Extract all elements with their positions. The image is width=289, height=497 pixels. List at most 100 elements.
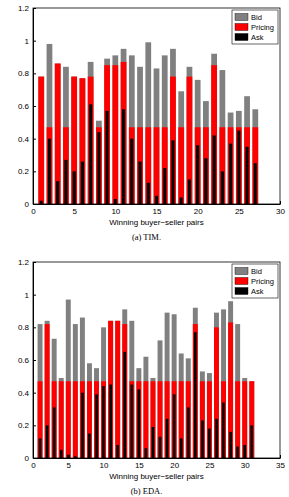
bar <box>38 381 43 458</box>
bar <box>172 314 177 458</box>
y-tick: 1.2 <box>18 258 36 267</box>
bar <box>163 168 166 204</box>
y-tick-mark <box>33 139 36 140</box>
legend-swatch <box>235 288 248 295</box>
bar <box>195 127 201 204</box>
bar <box>151 381 156 458</box>
bar <box>219 70 225 204</box>
bar <box>115 321 120 458</box>
bar <box>73 171 76 204</box>
bar <box>104 65 110 204</box>
legend: BidPricingAsk <box>232 10 278 44</box>
bar <box>108 321 113 458</box>
bar <box>187 67 193 204</box>
bar <box>180 197 183 204</box>
bar <box>162 127 168 204</box>
bar <box>143 381 148 458</box>
bar <box>112 55 118 204</box>
x-tick-label: 25 <box>205 461 214 470</box>
x-tick-label: 20 <box>194 207 203 216</box>
figure: 05101520253000.20.40.60.811.2Winning buy… <box>0 0 289 497</box>
y-tick-label: 1.2 <box>18 258 30 267</box>
bar <box>243 445 246 458</box>
bar <box>228 113 234 204</box>
bar <box>121 62 127 204</box>
x-axis-line <box>34 204 281 205</box>
bar <box>151 378 156 458</box>
bar <box>81 393 84 458</box>
x-tick-label: 20 <box>170 461 179 470</box>
bar <box>45 321 50 458</box>
y-tick-label: 0.4 <box>18 389 30 398</box>
bar <box>71 77 77 204</box>
x-tick-mark <box>239 201 240 204</box>
legend-box <box>232 264 278 298</box>
bar <box>179 381 184 458</box>
legend-swatch <box>235 278 248 285</box>
bar <box>96 121 102 204</box>
bar <box>246 147 249 204</box>
bar <box>235 324 240 458</box>
y-tick-mark <box>33 262 36 263</box>
bar <box>229 144 232 204</box>
x-tick: 20 <box>170 455 179 470</box>
bar <box>200 381 205 458</box>
x-tick-label: 35 <box>276 461 285 470</box>
y-tick-label: 0.6 <box>18 102 30 111</box>
bar <box>59 381 64 458</box>
bar <box>237 131 240 205</box>
bar <box>106 111 109 204</box>
x-tick-label: 0 <box>31 461 36 470</box>
x-axis-line <box>34 458 281 459</box>
bar <box>48 139 51 204</box>
bar <box>47 127 53 204</box>
bar <box>159 437 162 458</box>
plot-frame <box>33 8 280 204</box>
bar <box>221 381 226 458</box>
legend-label: Ask <box>251 287 264 296</box>
y-tick: 0 <box>25 200 36 209</box>
bar <box>88 62 94 204</box>
bar <box>170 77 176 204</box>
bar <box>172 381 177 458</box>
bar <box>235 381 240 458</box>
bar <box>252 127 258 204</box>
bar <box>145 127 151 204</box>
bar <box>66 300 71 458</box>
x-tick-label: 0 <box>31 207 36 216</box>
legend-swatch <box>235 24 248 31</box>
bar <box>228 127 234 204</box>
x-tick-mark <box>68 455 69 458</box>
x-tick-mark <box>280 201 281 204</box>
x-tick-mark <box>209 455 210 458</box>
bar <box>173 394 176 458</box>
bar <box>193 308 198 458</box>
bar <box>40 201 43 204</box>
bar <box>63 67 69 204</box>
y-tick-mark <box>33 393 36 394</box>
bar <box>214 327 219 458</box>
bar <box>137 127 143 204</box>
bar <box>130 139 133 204</box>
bar <box>89 104 92 204</box>
x-tick-mark <box>139 455 140 458</box>
x-axis-title: Winning buyer−seller pairs <box>109 218 204 227</box>
bar <box>215 419 218 458</box>
bar <box>129 127 135 204</box>
bar <box>143 357 148 458</box>
y-tick-label: 0.6 <box>18 356 30 365</box>
bar <box>145 448 148 458</box>
bar <box>162 55 168 204</box>
x-tick-label: 25 <box>235 207 244 216</box>
x-tick: 30 <box>241 455 250 470</box>
bar <box>104 59 110 204</box>
y-tick-mark <box>33 204 36 205</box>
y-tick-mark <box>33 41 36 42</box>
bar <box>101 381 106 458</box>
bar <box>67 455 70 458</box>
x-tick-label: 30 <box>276 207 285 216</box>
x-tick: 35 <box>276 455 285 470</box>
bars <box>38 300 255 458</box>
bar <box>195 80 201 204</box>
bar <box>81 162 84 204</box>
